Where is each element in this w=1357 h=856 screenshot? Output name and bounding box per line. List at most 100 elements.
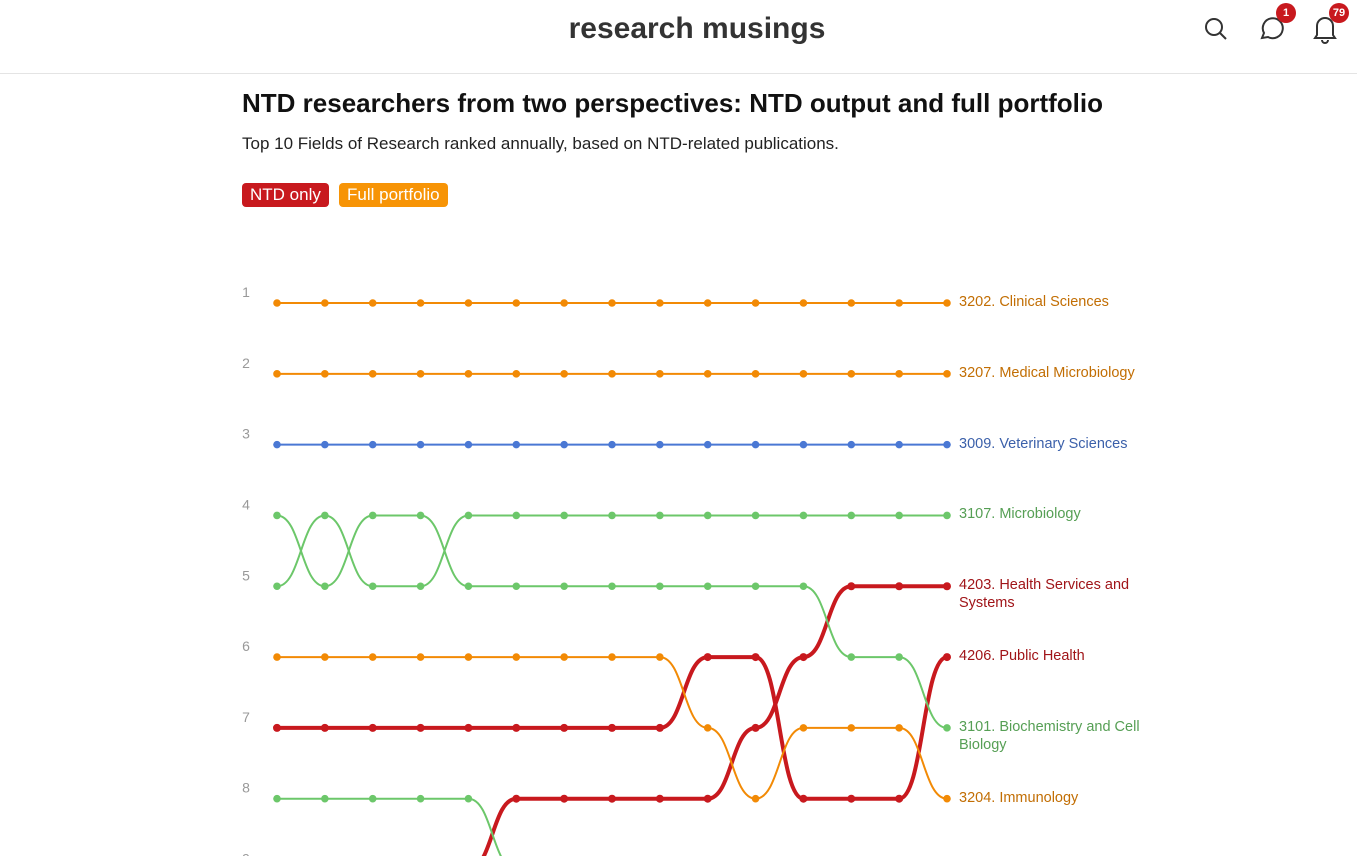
point <box>608 723 616 732</box>
point <box>895 440 903 449</box>
point <box>895 724 903 732</box>
point <box>751 299 760 307</box>
series <box>273 511 951 591</box>
point <box>799 794 808 803</box>
point <box>895 582 904 591</box>
point <box>273 794 281 803</box>
point <box>416 723 425 732</box>
point <box>799 653 808 662</box>
point <box>321 511 329 520</box>
point <box>464 653 473 661</box>
point <box>368 299 377 307</box>
point <box>799 582 808 591</box>
point <box>464 582 473 591</box>
search-icon[interactable] <box>1205 18 1223 36</box>
series-label: 4206. Public Health <box>959 648 1085 665</box>
point <box>416 370 425 378</box>
point <box>560 440 568 449</box>
point <box>368 723 377 732</box>
y-tick-label: 7 <box>242 709 250 725</box>
point <box>895 794 904 803</box>
point <box>943 794 951 803</box>
point <box>368 653 377 661</box>
series <box>273 299 951 307</box>
point <box>847 582 856 591</box>
point <box>512 370 521 378</box>
series-label: 3107. Microbiology <box>959 506 1081 523</box>
point <box>847 794 856 803</box>
point <box>273 582 281 591</box>
point <box>560 299 568 307</box>
series-label: 4203. Health Services and Systems <box>959 577 1130 612</box>
point <box>799 370 808 378</box>
y-tick-label: 4 <box>242 496 250 512</box>
bell-badge: 79 <box>1329 3 1349 23</box>
point <box>608 440 616 449</box>
point <box>799 724 808 732</box>
point <box>656 370 664 378</box>
point <box>464 440 473 449</box>
point <box>895 370 903 378</box>
y-tick-label: 6 <box>242 638 250 654</box>
point <box>273 299 281 307</box>
series-line <box>481 584 947 856</box>
point <box>895 511 903 520</box>
series <box>273 440 951 449</box>
point <box>703 511 712 520</box>
point <box>416 511 425 520</box>
point <box>512 511 521 520</box>
point <box>321 653 329 661</box>
point <box>464 299 473 307</box>
point <box>608 511 616 520</box>
point <box>655 723 664 732</box>
series <box>273 794 502 856</box>
point <box>273 370 281 378</box>
point <box>608 299 616 307</box>
series-label: 3101. Biochemistry and Cell Biology <box>959 718 1140 753</box>
y-tick-label: 2 <box>242 355 250 371</box>
point <box>368 440 377 449</box>
series <box>273 653 951 803</box>
y-tick-label: 8 <box>242 780 250 796</box>
point <box>751 794 760 803</box>
point <box>321 794 329 803</box>
point <box>512 653 521 661</box>
point <box>751 440 760 449</box>
point <box>464 723 473 732</box>
point <box>703 794 712 803</box>
point <box>799 440 808 449</box>
article-subtitle: Top 10 Fields of Research ranked annuall… <box>242 134 839 153</box>
point <box>416 794 425 803</box>
point <box>560 511 568 520</box>
point <box>416 653 425 661</box>
bell-icon[interactable] <box>1313 17 1337 44</box>
filter-button[interactable]: Full portfolio <box>339 183 448 207</box>
y-tick-label: 3 <box>242 426 250 442</box>
point <box>847 299 856 307</box>
point <box>703 582 712 591</box>
point <box>368 794 377 803</box>
point <box>847 511 856 520</box>
series <box>481 582 951 856</box>
point <box>656 440 664 449</box>
filter-button[interactable]: NTD only <box>242 183 329 207</box>
point <box>321 370 329 378</box>
point <box>560 653 568 661</box>
point <box>608 653 616 661</box>
y-tick-label: 9 <box>242 851 250 856</box>
point <box>608 582 616 591</box>
site-title[interactable]: research musings <box>568 12 826 45</box>
point <box>320 723 329 732</box>
y-tick-label: 5 <box>242 567 250 583</box>
point <box>512 299 521 307</box>
point <box>560 723 569 732</box>
point <box>368 511 377 520</box>
chat-badge: 1 <box>1276 3 1296 23</box>
point <box>608 370 616 378</box>
point <box>943 511 951 520</box>
point <box>943 724 951 732</box>
point <box>608 794 616 803</box>
